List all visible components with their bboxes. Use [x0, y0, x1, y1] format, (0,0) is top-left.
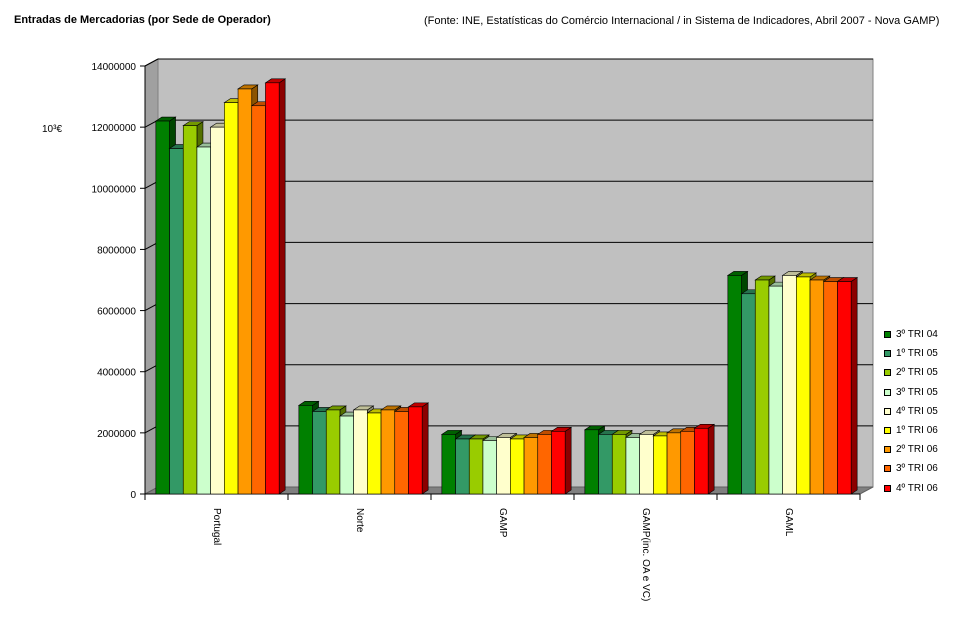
bar: [482, 440, 497, 495]
legend-item: 1º TRI 06: [884, 421, 938, 440]
legend-label: 2º TRI 06: [896, 444, 938, 456]
y-tick-label: 12000000: [92, 123, 137, 134]
bar: [380, 409, 396, 495]
bar: [782, 275, 797, 495]
bar: [455, 438, 470, 495]
bar: [754, 279, 770, 495]
source-note: (Fonte: INE, Estatísticas do Comércio In…: [424, 15, 940, 27]
bar: [611, 434, 627, 495]
bar: [625, 437, 640, 495]
bar-side: [278, 78, 286, 495]
bar: [823, 281, 838, 495]
x-tick-label: GAMP: [497, 508, 508, 538]
bar: [353, 409, 368, 495]
bar: [796, 276, 811, 495]
bar: [727, 275, 742, 495]
bar: [496, 437, 511, 495]
bar: [237, 88, 253, 495]
bar: [537, 434, 552, 495]
legend-label: 1º TRI 05: [896, 348, 938, 360]
y-tick-label: 14000000: [92, 62, 137, 73]
y-tick-label: 6000000: [97, 307, 136, 318]
legend-swatch: [884, 484, 891, 492]
legend-label: 3º TRI 06: [896, 463, 938, 475]
bar: [598, 434, 613, 495]
bar: [182, 125, 198, 495]
bar-side: [564, 426, 572, 495]
bar: [367, 412, 382, 495]
bar: [196, 146, 211, 495]
legend-label: 2º TRI 05: [896, 367, 938, 379]
bar: [837, 281, 852, 495]
bar: [394, 411, 409, 495]
legend-swatch: [884, 465, 891, 473]
bar: [551, 431, 566, 495]
legend-item: 3º TRI 05: [884, 383, 938, 402]
bar: [584, 429, 599, 495]
bar: [768, 285, 783, 495]
chart-legend: 3º TRI 04 1º TRI 05 2º TRI 05 3º TRI 05 4º T…: [884, 325, 938, 498]
y-tick-label: 0: [130, 490, 136, 501]
legend-item: 4º TRI 05: [884, 402, 938, 421]
legend-item: 2º TRI 05: [884, 363, 938, 382]
legend-item: 2º TRI 06: [884, 440, 938, 459]
bar: [666, 432, 682, 495]
bar-side: [421, 402, 429, 495]
bar: [210, 126, 225, 495]
legend-item: 4º TRI 06: [884, 479, 938, 498]
bar: [441, 434, 456, 495]
x-tick-label: GAMP(inc. OA e VC): [640, 508, 651, 601]
y-tick-label: 10000000: [92, 184, 137, 195]
bar: [809, 279, 825, 495]
bar: [639, 434, 654, 495]
bar-side: [707, 423, 715, 495]
bar: [312, 411, 327, 495]
bar: [298, 405, 313, 495]
bar: [408, 406, 423, 495]
legend-label: 1º TRI 06: [896, 425, 938, 437]
y-tick-label: 2000000: [97, 429, 136, 440]
legend-swatch: [884, 350, 891, 358]
bar: [653, 435, 668, 495]
bar: [523, 437, 539, 495]
legend-item: 1º TRI 05: [884, 344, 938, 363]
gridline-side: [144, 58, 159, 67]
legend-swatch: [884, 331, 891, 339]
y-tick-label: 4000000: [97, 368, 136, 379]
legend-label: 4º TRI 06: [896, 482, 938, 494]
legend-swatch: [884, 427, 891, 435]
bar: [224, 102, 239, 495]
legend-label: 3º TRI 05: [896, 386, 938, 398]
legend-swatch: [884, 369, 891, 377]
bar: [339, 415, 354, 495]
x-tick-label: Norte: [354, 508, 365, 533]
y-tick-label: 8000000: [97, 245, 136, 256]
bar: [741, 293, 756, 495]
bar: [468, 438, 484, 495]
bar: [694, 427, 709, 495]
bar: [510, 438, 525, 495]
legend-label: 4º TRI 05: [896, 405, 938, 417]
bar: [265, 82, 280, 495]
legend-item: 3º TRI 04: [884, 325, 938, 344]
legend-swatch: [884, 407, 891, 415]
legend-item: 3º TRI 06: [884, 459, 938, 478]
bar: [155, 120, 170, 495]
bar-side: [850, 276, 858, 495]
bar: [251, 105, 266, 495]
legend-swatch: [884, 446, 891, 454]
x-tick-label: GAML: [783, 508, 794, 537]
bar: [680, 431, 695, 495]
legend-swatch: [884, 388, 891, 396]
y-axis-unit-label: 10³€: [42, 124, 63, 135]
bar: [325, 409, 341, 495]
chart-title: Entradas de Mercadorias (por Sede de Ope…: [14, 14, 271, 26]
x-tick-label: Portugal: [211, 508, 222, 545]
bar: [169, 148, 184, 495]
legend-label: 3º TRI 04: [896, 329, 938, 341]
